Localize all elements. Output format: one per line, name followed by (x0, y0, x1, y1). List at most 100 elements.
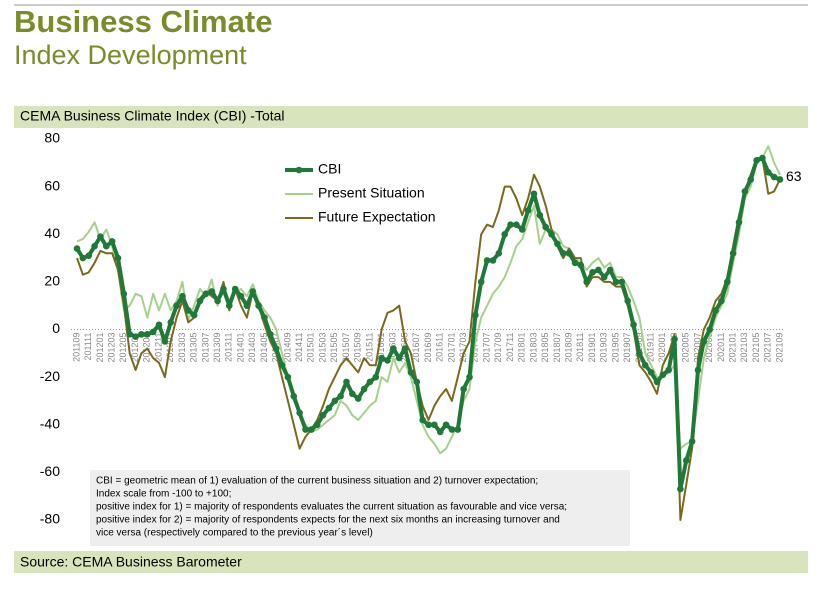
point (466, 373, 473, 381)
point (489, 257, 497, 264)
x-tick-label: 201711 (505, 333, 515, 362)
point (753, 157, 760, 164)
point (167, 319, 175, 326)
title-band (14, 106, 808, 128)
point (114, 254, 122, 262)
x-tick-label: 201801 (517, 333, 527, 363)
point (126, 330, 134, 338)
point (73, 245, 81, 252)
point (718, 297, 725, 305)
point (583, 278, 590, 286)
x-tick-label: 201709 (493, 333, 503, 363)
point (501, 230, 508, 238)
x-tick-label: 201405 (259, 333, 269, 363)
x-tick-label: 202105 (751, 333, 761, 363)
point (530, 190, 538, 198)
legend-marker (295, 166, 303, 174)
y-tick-label: -60 (40, 463, 60, 479)
x-tick-label: 201701 (446, 333, 456, 363)
x-tick-label: 201811 (575, 333, 585, 362)
x-tick-label: 201501 (306, 333, 316, 363)
point (144, 330, 151, 338)
x-tick-label: 202107 (763, 333, 773, 363)
point (606, 266, 614, 274)
point (202, 290, 210, 298)
x-tick-label: 201703 (458, 333, 468, 363)
subheading: Index Development (14, 40, 247, 70)
x-tick-label: 201109 (71, 333, 81, 362)
point (483, 257, 491, 264)
point (729, 250, 737, 257)
point (284, 373, 292, 381)
x-tick-label: 201505 (329, 333, 339, 363)
x-tick-label: 201611 (435, 333, 445, 362)
point (319, 411, 327, 419)
point (313, 421, 321, 429)
point (349, 390, 356, 398)
y-tick-label: -20 (40, 368, 60, 384)
point (764, 169, 772, 176)
point (243, 302, 251, 309)
point (272, 345, 280, 352)
point (401, 345, 409, 352)
point (290, 392, 298, 400)
value-label: 63 (786, 168, 802, 184)
point (747, 176, 755, 183)
point (179, 292, 186, 300)
x-tick-label: 202007 (692, 333, 702, 363)
point (419, 416, 426, 424)
point (79, 254, 87, 262)
x-tick-label: 201311 (224, 333, 234, 362)
x-tick-label: 202109 (774, 333, 784, 363)
point (770, 173, 778, 181)
x-tick-label: 201111 (83, 333, 93, 361)
point (641, 361, 649, 369)
point (436, 428, 444, 436)
legend-label: CBI (318, 161, 341, 177)
x-tick-label: 201511 (364, 333, 374, 362)
point (343, 378, 350, 386)
point (682, 457, 690, 464)
point (536, 211, 544, 219)
point (636, 350, 643, 357)
point (296, 409, 303, 417)
point (196, 297, 204, 305)
point (653, 378, 661, 386)
x-tick-label: 201905 (610, 333, 620, 363)
point (190, 311, 198, 319)
point (688, 438, 696, 445)
y-tick-label: 80 (44, 130, 60, 146)
note-line: positive index for 1) = majority of resp… (96, 502, 567, 513)
x-tick-label: 201307 (200, 333, 210, 363)
x-tick-label: 201911 (645, 333, 655, 362)
point (395, 354, 403, 362)
point (132, 333, 139, 340)
point (384, 357, 391, 364)
point (513, 221, 520, 229)
x-tick-label: 202001 (657, 333, 667, 363)
x-tick-label: 201205 (118, 333, 128, 363)
point (712, 307, 719, 314)
y-tick-label: 60 (44, 177, 60, 193)
point (325, 404, 333, 412)
point (612, 278, 620, 286)
x-tick-label: 202009 (704, 333, 714, 363)
point (600, 273, 608, 281)
x-tick-label: 202011 (716, 333, 726, 362)
x-tick-label: 201207 (130, 333, 140, 363)
point (624, 297, 631, 305)
point (237, 292, 245, 300)
point (671, 335, 678, 343)
point (390, 345, 397, 352)
point (378, 354, 385, 362)
point (366, 378, 374, 386)
point (477, 278, 485, 286)
x-tick-label: 201707 (481, 333, 491, 363)
x-tick-label: 201507 (341, 333, 351, 363)
point (677, 485, 684, 493)
point (255, 302, 262, 309)
point (302, 426, 309, 433)
point (425, 421, 432, 429)
point (571, 259, 579, 267)
point (138, 330, 145, 338)
